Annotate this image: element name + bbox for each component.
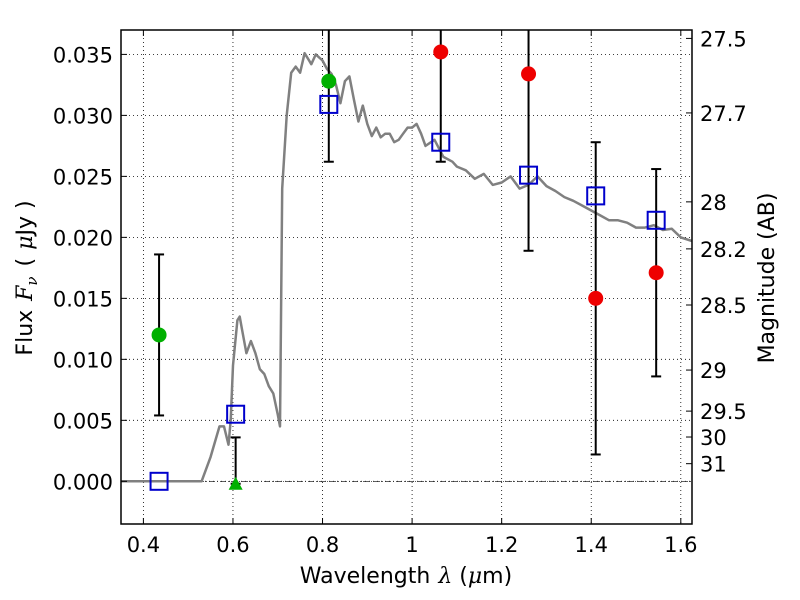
x-axis-label-unit: m) <box>482 564 512 589</box>
magnitude-tick-label: 28.2 <box>700 238 747 262</box>
y-tick-label: 0.020 <box>53 226 113 250</box>
plot-area <box>121 30 693 491</box>
model-photometry-square <box>149 471 169 491</box>
magnitude-tick-label: 27.7 <box>700 102 747 126</box>
y-tick-label: 0.030 <box>53 104 113 128</box>
right-axis-label: Magnitude (AB) <box>755 193 780 364</box>
y-axis-label-unit: Jy ) <box>13 200 38 237</box>
model-photometry-square <box>431 132 451 152</box>
data-point-green <box>151 327 167 343</box>
x-tick-label: 1.4 <box>575 533 608 557</box>
x-tick-label: 1 <box>405 533 418 557</box>
y-axis-label-F: F <box>13 285 38 302</box>
model-photometry-square <box>646 210 666 230</box>
x-axis-label-mu: μ <box>468 564 482 589</box>
model-photometry-square <box>319 94 339 114</box>
y-axis-label-nu: ν <box>23 276 41 285</box>
data-point-red <box>521 66 537 82</box>
data-point-red <box>648 265 664 281</box>
magnitude-tick-label: 28.5 <box>700 294 747 318</box>
magnitude-tick-label: 28 <box>700 191 727 215</box>
magnitude-tick-label: 30 <box>700 426 727 450</box>
magnitude-tick-label: 29 <box>700 359 727 383</box>
y-axis-label-mu: μ <box>13 236 38 250</box>
y-axis-label-text: Flux <box>13 310 38 356</box>
x-tick-label: 0.8 <box>306 533 339 557</box>
grid <box>121 30 692 524</box>
axes-frame <box>120 29 693 525</box>
x-tick-label: 0.4 <box>127 533 160 557</box>
magnitude-tick-label: 27.5 <box>700 27 747 51</box>
model-photometry-square <box>226 404 246 424</box>
y-tick-label: 0.015 <box>53 287 113 311</box>
x-axis-label: Wavelength λ (μm) <box>300 564 512 589</box>
ticks: 0.4 0.6 0.8 1 1.2 1.4 1.6 0.000 0.005 0.010 0.015 0… <box>53 27 747 557</box>
data-point-red <box>588 290 604 306</box>
y-tick-label: 0.010 <box>53 348 113 372</box>
x-axis-label-paren: ( <box>459 564 468 589</box>
x-axis-label-lambda: λ <box>437 564 452 589</box>
x-tick-label: 1.2 <box>485 533 518 557</box>
model-spectrum-line <box>121 51 693 483</box>
y-tick-label: 0.000 <box>53 470 113 494</box>
upper-limit-triangle <box>228 476 243 490</box>
magnitude-tick-label: 31 <box>700 453 727 477</box>
model-photometry-square <box>586 186 606 206</box>
data-point-green <box>321 73 337 89</box>
y-axis-label: Flux Fν ( μJy ) <box>13 200 41 355</box>
y-tick-label: 0.025 <box>53 165 113 189</box>
y-tick-label: 0.005 <box>53 409 113 433</box>
magnitude-tick-label: 29.5 <box>700 400 747 424</box>
model-photometry-square <box>519 165 539 185</box>
y-axis-label-paren: ( <box>13 258 38 267</box>
y-tick-label: 0.035 <box>53 43 113 67</box>
x-tick-label: 1.6 <box>664 533 697 557</box>
x-tick-label: 0.6 <box>216 533 249 557</box>
x-axis-label-text: Wavelength <box>300 564 431 589</box>
data-point-red <box>433 44 449 60</box>
